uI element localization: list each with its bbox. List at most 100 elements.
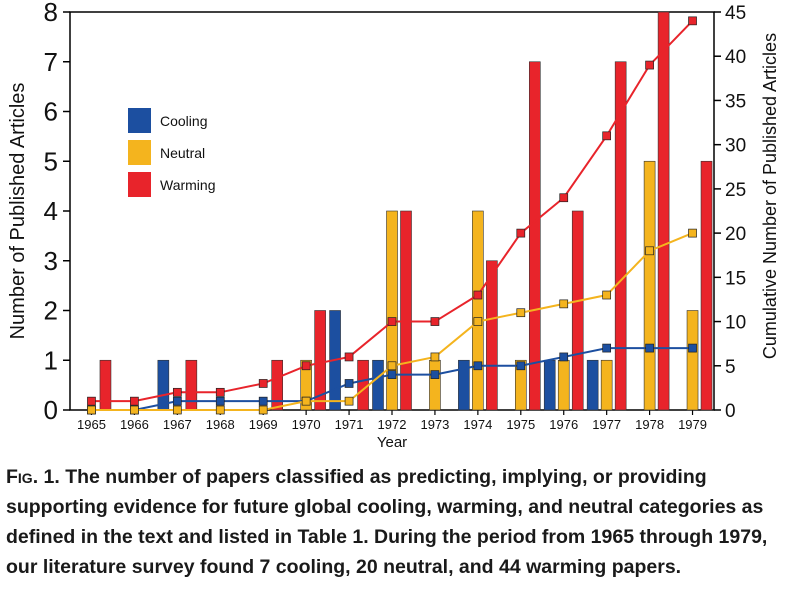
legend-label-warming: Warming [160, 177, 216, 193]
cumulative-point-warming-1977 [602, 131, 612, 141]
bar-warming-1977 [614, 61, 627, 411]
cumulative-point-warming-1967 [172, 387, 182, 397]
bar-warming-1974 [486, 260, 498, 411]
right-axis-tick-label: 40 [725, 47, 746, 68]
cumulative-point-neutral-1977 [602, 290, 612, 300]
right-axis-tick-label: 5 [725, 357, 736, 378]
cumulative-point-neutral-1973 [430, 352, 440, 362]
cumulative-point-warming-1966 [130, 396, 139, 406]
caption-text: The number of papers classified as predi… [6, 466, 768, 578]
cumulative-point-warming-1970 [301, 361, 311, 371]
x-axis-tick-label: 1978 [635, 417, 664, 432]
figure-caption: Fig. 1. The number of papers classified … [6, 462, 786, 582]
legend-label-neutral: Neutral [160, 145, 205, 161]
bar-cooling-1977 [586, 359, 599, 411]
cumulative-point-neutral-1974 [473, 317, 483, 326]
bar-neutral-1975 [514, 359, 527, 411]
x-axis-tick-label: 1976 [549, 417, 578, 432]
x-axis-tick-label: 1974 [463, 417, 492, 432]
cumulative-point-cooling-1977 [602, 343, 612, 353]
bar-neutral-1972 [386, 210, 398, 411]
cumulative-point-cooling-1973 [430, 370, 440, 379]
left-axis-tick-label: 7 [44, 47, 58, 77]
cumulative-point-cooling-1972 [387, 370, 397, 379]
x-axis-tick-label: 1977 [592, 417, 621, 432]
cumulative-point-neutral-1971 [344, 396, 354, 406]
x-axis-tick-label: 1967 [163, 417, 192, 432]
x-axis-tick-label: 1971 [335, 417, 364, 432]
cumulative-point-cooling-1968 [215, 396, 225, 406]
bar-warming-1965 [99, 359, 112, 411]
cumulative-point-warming-1971 [344, 352, 354, 362]
right-axis-tick-label: 10 [725, 313, 746, 334]
right-axis-tick-label: 45 [725, 3, 746, 24]
left-axis-tick-label: 8 [44, 0, 58, 27]
legend-swatch-neutral [128, 140, 151, 165]
bar-warming-1975 [528, 61, 541, 411]
bar-warming-1970 [314, 310, 326, 411]
cumulative-point-neutral-1967 [172, 405, 182, 415]
cumulative-point-warming-1976 [559, 193, 569, 203]
cumulative-point-warming-1979 [688, 16, 697, 26]
left-axis-tick-label: 4 [44, 196, 58, 226]
cumulative-point-warming-1978 [645, 60, 654, 70]
x-axis-tick-label: 1973 [420, 417, 449, 432]
bar-warming-1978 [657, 11, 670, 411]
x-axis-tick-label: 1969 [249, 417, 278, 432]
cumulative-point-cooling-1971 [344, 379, 354, 388]
cumulative-point-neutral-1972 [387, 361, 397, 371]
bar-warming-1969 [271, 359, 284, 411]
left-axis-tick-label: 3 [44, 246, 58, 276]
bar-warming-1979 [700, 160, 713, 411]
legend-swatch-warming [128, 172, 151, 197]
bar-cooling-1974 [458, 359, 470, 411]
bar-warming-1967 [185, 359, 198, 411]
bar-neutral-1976 [557, 359, 570, 411]
bar-cooling-1972 [372, 359, 384, 411]
bar-neutral-1977 [600, 359, 613, 411]
cumulative-point-neutral-1966 [130, 405, 139, 415]
cumulative-point-neutral-1965 [87, 405, 96, 415]
cumulative-point-cooling-1969 [258, 396, 268, 406]
cumulative-point-neutral-1975 [516, 308, 526, 318]
x-axis-tick-label: 1979 [678, 417, 707, 432]
left-axis-tick-label: 2 [44, 296, 58, 326]
cumulative-point-neutral-1979 [688, 228, 697, 238]
cumulative-point-warming-1974 [473, 290, 483, 300]
cumulative-point-warming-1972 [387, 317, 397, 326]
right-axis-title: Cumulative Number of Published Articles [760, 33, 780, 359]
cumulative-point-warming-1973 [430, 317, 440, 326]
legend-swatch-cooling [128, 108, 151, 133]
cumulative-point-neutral-1970 [301, 396, 311, 406]
legend-label-cooling: Cooling [160, 113, 207, 129]
bar-neutral-1973 [429, 359, 441, 411]
cumulative-point-cooling-1967 [172, 396, 182, 406]
right-axis-tick-label: 35 [725, 91, 746, 112]
cumulative-point-neutral-1978 [645, 246, 654, 256]
bar-neutral-1978 [643, 160, 656, 411]
right-axis-tick-label: 30 [725, 136, 746, 157]
right-axis-tick-label: 15 [725, 268, 746, 289]
cumulative-point-cooling-1978 [645, 343, 654, 353]
left-axis-title: Number of Published Articles [7, 83, 29, 340]
bar-cooling-1976 [543, 359, 556, 411]
x-axis-tick-label: 1966 [120, 417, 149, 432]
cumulative-point-cooling-1976 [559, 352, 569, 362]
right-axis-tick-label: 25 [725, 180, 746, 201]
x-axis-tick-label: 1970 [292, 417, 321, 432]
cumulative-point-warming-1968 [215, 387, 225, 397]
cumulative-point-neutral-1968 [215, 405, 225, 415]
x-axis-tick-label: 1965 [77, 417, 106, 432]
left-axis-tick-label: 6 [44, 97, 58, 127]
bar-warming-1971 [357, 359, 369, 411]
cumulative-point-warming-1975 [516, 228, 526, 238]
x-axis-tick-label: 1972 [378, 417, 407, 432]
bar-neutral-1970 [300, 359, 312, 411]
cumulative-point-cooling-1975 [516, 361, 526, 371]
right-axis-tick-label: 0 [725, 401, 736, 422]
bar-neutral-1974 [472, 210, 484, 411]
cumulative-point-cooling-1974 [473, 361, 483, 371]
x-axis-tick-label: 1975 [506, 417, 535, 432]
cumulative-point-neutral-1969 [258, 405, 268, 415]
